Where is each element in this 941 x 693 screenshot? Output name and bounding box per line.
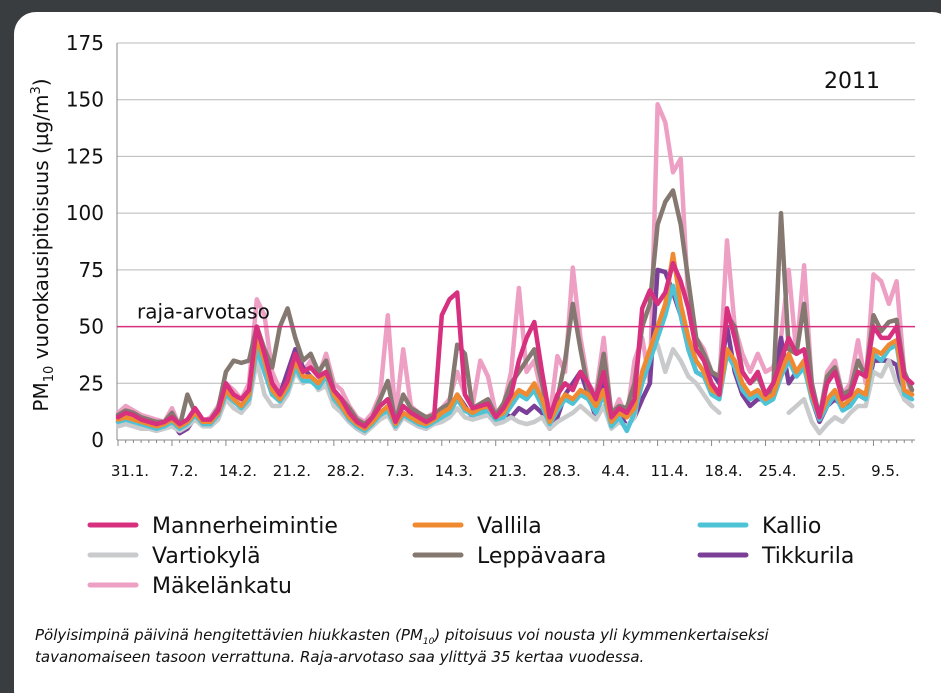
y-tick-label: 50 bbox=[79, 315, 104, 339]
y-label-part: PM bbox=[29, 382, 53, 411]
x-tick-label: 14.2. bbox=[219, 462, 257, 480]
x-tick-label: 31.1. bbox=[111, 462, 149, 480]
x-tick-label: 11.4. bbox=[651, 462, 689, 480]
legend-label: Kallio bbox=[762, 514, 821, 539]
x-tick-label: 14.3. bbox=[435, 462, 473, 480]
x-tick-label: 21.3. bbox=[489, 462, 527, 480]
y-label-part: vuorokausipitoisuus (µg/m bbox=[29, 95, 53, 366]
y-tick-label: 0 bbox=[91, 428, 104, 452]
legend-label: Mannerheimintie bbox=[152, 514, 338, 539]
x-tick-label: 18.4. bbox=[704, 462, 742, 480]
caption-sub: 10 bbox=[423, 637, 435, 647]
legend-label: Mäkelänkatu bbox=[152, 574, 292, 599]
x-tick-label: 4.4. bbox=[601, 462, 630, 480]
y-tick-label: 25 bbox=[79, 371, 104, 395]
y-tick-label: 125 bbox=[66, 144, 104, 168]
legend-label: Tikkurila bbox=[761, 544, 854, 569]
x-tick-label: 25.4. bbox=[758, 462, 796, 480]
x-tick-label: 21.2. bbox=[273, 462, 311, 480]
x-tick-label: 9.5. bbox=[871, 462, 900, 480]
caption: tavanomaiseen tasoon verrattuna. Raja-ar… bbox=[35, 648, 644, 666]
y-tick-label: 175 bbox=[66, 31, 104, 55]
y-label-part: ) bbox=[29, 78, 53, 86]
y-tick-label: 150 bbox=[66, 88, 104, 112]
x-tick-label: 28.2. bbox=[327, 462, 365, 480]
x-tick-label: 2.5. bbox=[817, 462, 846, 480]
x-tick-label: 7.3. bbox=[385, 462, 414, 480]
legend-label: Vartiokylä bbox=[152, 544, 261, 569]
caption: Pölyisimpinä päivinä hengitettävien hiuk… bbox=[35, 626, 770, 647]
reference-label: raja-arvotaso bbox=[137, 300, 270, 324]
x-tick-label: 28.3. bbox=[543, 462, 581, 480]
y-label-sub: 10 bbox=[42, 366, 57, 383]
year-annotation: 2011 bbox=[824, 69, 880, 94]
caption-part: Pölyisimpinä päivinä hengitettävien hiuk… bbox=[35, 626, 423, 644]
legend-label: Vallila bbox=[477, 514, 542, 539]
y-axis-label: PM10 vuorokausipitoisuus (µg/m3) bbox=[29, 78, 57, 411]
chart: PM10 vuorokausipitoisuus (µg/m3) 2011 Pö… bbox=[0, 0, 941, 693]
y-tick-label: 75 bbox=[79, 258, 104, 282]
caption-part: ) pitoisuus voi nousta yli kymmenkertais… bbox=[433, 626, 769, 644]
legend-label: Leppävaara bbox=[477, 544, 606, 569]
y-tick-label: 100 bbox=[66, 201, 104, 225]
page: PM10 vuorokausipitoisuus (µg/m3) 2011 Pö… bbox=[0, 0, 941, 693]
y-label-sup: 3 bbox=[29, 86, 44, 94]
x-tick-label: 7.2. bbox=[170, 462, 199, 480]
